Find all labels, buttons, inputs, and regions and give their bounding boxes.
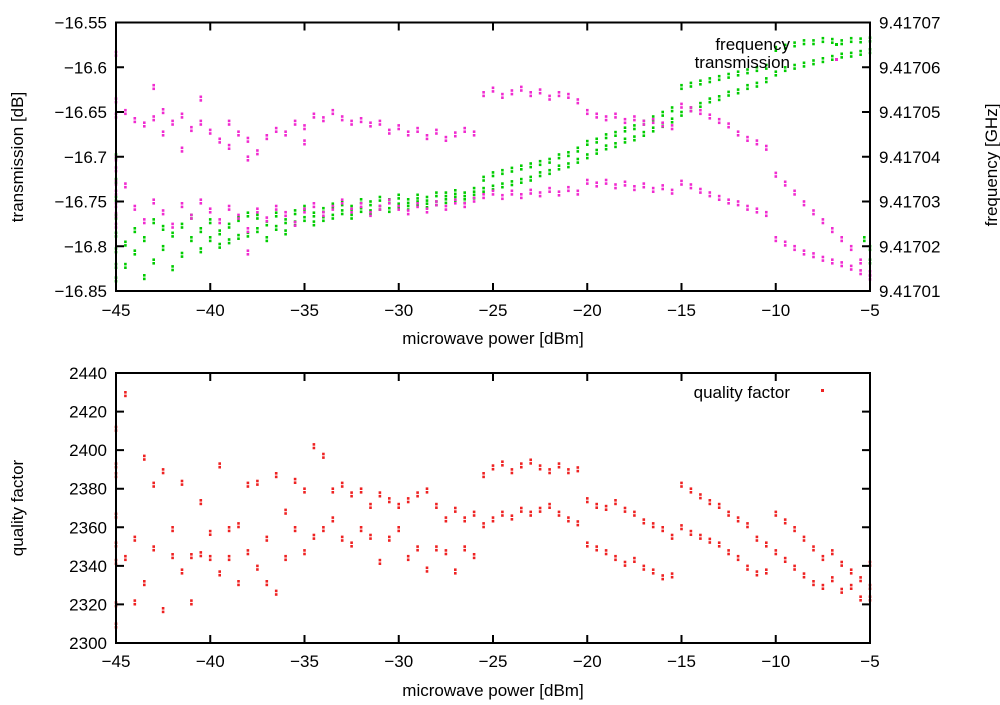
- y-tick-label-right: 9.41705: [879, 103, 940, 122]
- axis-ticks: [115, 372, 871, 644]
- frequency-points: [114, 36, 872, 283]
- plot-border: [115, 372, 871, 644]
- bottom-xaxis-label: microwave power [dBm]: [402, 681, 583, 700]
- y-tick-label-left: −16.55: [55, 14, 107, 33]
- x-tick-label: −15: [667, 301, 696, 320]
- y-tick-label-left: 2340: [69, 557, 107, 576]
- y-tick-label-right: 9.41707: [879, 14, 940, 33]
- y-tick-label-left: 2320: [69, 595, 107, 614]
- x-tick-label: −40: [196, 652, 225, 671]
- x-tick-label: −5: [860, 301, 879, 320]
- transmission-points: [114, 50, 872, 281]
- legend-label-frequency: frequency: [715, 35, 790, 54]
- quality-factor-points: [114, 391, 872, 629]
- x-tick-label: −15: [667, 652, 696, 671]
- x-tick-label: −10: [761, 301, 790, 320]
- x-tick-label: −10: [761, 652, 790, 671]
- legend-marker-transmission: [835, 58, 838, 61]
- x-tick-label: −20: [573, 652, 602, 671]
- x-tick-label: −45: [102, 652, 131, 671]
- legend-label-transmission: transmission: [695, 53, 790, 72]
- x-tick-label: −30: [384, 652, 413, 671]
- x-tick-label: −35: [290, 301, 319, 320]
- bottom-panel: −45 −40 −35 −30 −25 −20 −15 −10 −5 2300 2320 2340 23…: [69, 364, 880, 671]
- y-tick-label-left: 2400: [69, 441, 107, 460]
- top-xaxis-label: microwave power [dBm]: [402, 329, 583, 348]
- y-tick-label-right: 9.41701: [879, 282, 940, 301]
- x-tick-label: −30: [384, 301, 413, 320]
- bottom-yaxis-label: quality factor: [8, 459, 27, 556]
- x-tick-label: −45: [102, 301, 131, 320]
- x-tick-label: −40: [196, 301, 225, 320]
- x-tick-label: −25: [479, 652, 508, 671]
- y-tick-label-right: 9.41706: [879, 58, 940, 77]
- legend-marker-quality-factor: [821, 389, 824, 392]
- y-tick-label-left: 2300: [69, 634, 107, 653]
- y-tick-label-left: 2420: [69, 403, 107, 422]
- y-tick-label-left: −16.85: [55, 282, 107, 301]
- top-left-yaxis-label: transmission [dB]: [8, 92, 27, 222]
- legend-marker-frequency: [835, 43, 838, 46]
- x-tick-label: −20: [573, 301, 602, 320]
- y-tick-label-right: 9.41702: [879, 237, 940, 256]
- top-legend: frequency transmission: [695, 35, 838, 72]
- y-tick-label-left: −16.7: [64, 148, 107, 167]
- y-tick-label-right: 9.41704: [879, 148, 940, 167]
- bottom-legend: quality factor: [694, 383, 824, 402]
- x-tick-label: −35: [290, 652, 319, 671]
- y-tick-label-left: 2360: [69, 518, 107, 537]
- x-tick-label: −25: [479, 301, 508, 320]
- top-right-yaxis-label: frequency [GHz]: [982, 104, 1000, 227]
- y-tick-label-left: −16.75: [55, 193, 107, 212]
- y-tick-label-left: −16.8: [64, 237, 107, 256]
- y-tick-label-left: −16.65: [55, 103, 107, 122]
- y-tick-label-left: −16.6: [64, 58, 107, 77]
- y-tick-label-left: 2440: [69, 364, 107, 383]
- y-tick-label-right: 9.41703: [879, 193, 940, 212]
- y-tick-label-left: 2380: [69, 480, 107, 499]
- x-tick-label: −5: [860, 652, 879, 671]
- legend-label-quality-factor: quality factor: [694, 383, 791, 402]
- axis-ticks: [115, 21, 871, 292]
- top-panel: −45 −40 −35 −30 −25 −20 −15 −10 −5 −16.85 −16.8 −16…: [55, 14, 941, 321]
